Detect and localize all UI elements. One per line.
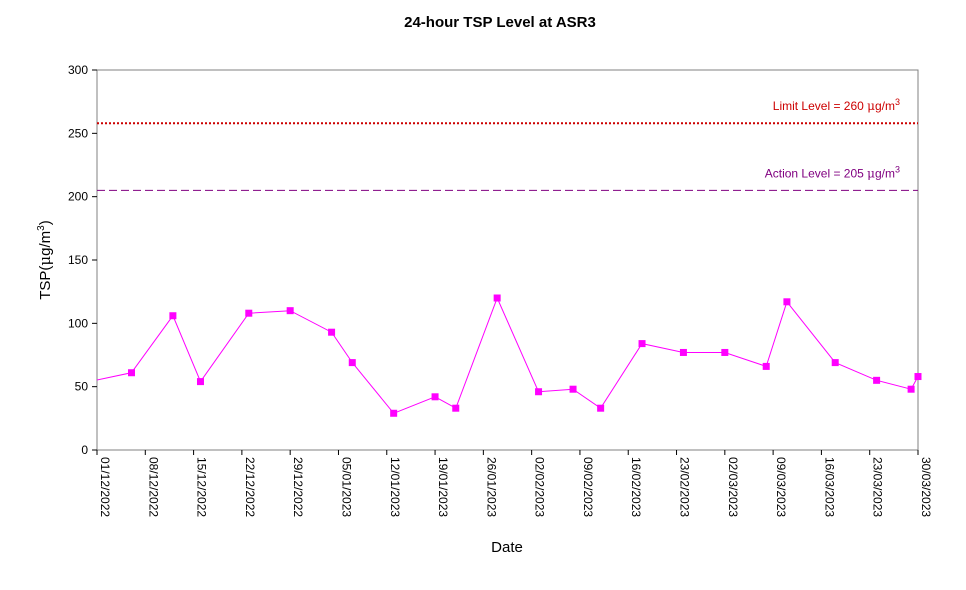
data-point	[348, 359, 356, 367]
y-tick-label: 100	[68, 316, 88, 330]
data-point	[196, 378, 204, 386]
data-point	[679, 348, 687, 356]
y-axis-label-close: )	[37, 220, 54, 225]
x-axis: 01/12/2022 08/12/2022 15/12/2022 22/12/2022…	[96, 450, 933, 517]
x-tick-label: 16/03/2023	[822, 457, 836, 517]
y-axis-label-mu: μ	[36, 256, 54, 266]
data-point	[873, 376, 881, 384]
x-tick-label: 19/01/2023	[436, 457, 450, 517]
action-level-label-sup: 3	[895, 164, 900, 174]
series-layer	[97, 294, 922, 417]
x-tick-label: 08/12/2022	[146, 457, 160, 517]
x-tick-label: 05/01/2023	[339, 457, 353, 517]
data-point	[907, 385, 915, 393]
action-level-label-unit: g/m	[875, 166, 895, 180]
y-tick-label: 250	[68, 126, 88, 140]
x-tick-label: 30/03/2023	[919, 457, 933, 517]
y-axis-label-sup: 3	[36, 225, 47, 231]
x-tick-label: 09/02/2023	[581, 457, 595, 517]
data-point	[286, 307, 294, 315]
y-axis-label-text: TSP(	[37, 266, 54, 300]
data-point	[569, 385, 577, 393]
data-point	[452, 404, 460, 412]
data-point	[783, 298, 791, 306]
y-axis-label-unit: g/m	[37, 231, 54, 256]
y-tick-label: 0	[81, 443, 88, 457]
y-tick-label: 50	[75, 380, 89, 394]
limit-level-label: Limit Level = 260 μg/m3	[773, 97, 900, 113]
x-tick-label: 15/12/2022	[195, 457, 209, 517]
data-point	[390, 409, 398, 417]
series-line	[97, 296, 919, 414]
data-point	[431, 393, 439, 401]
y-axis-label: TSP(μg/m3)	[36, 220, 54, 300]
y-axis: 0 50 100 150 200 250 300	[68, 63, 97, 457]
limit-level-label-sup: 3	[895, 97, 900, 107]
chart-title: 24-hour TSP Level at ASR3	[404, 14, 596, 31]
limit-level-label-mu: μ	[867, 99, 875, 113]
limit-level-label-unit: g/m	[875, 99, 895, 113]
data-point	[831, 359, 839, 367]
data-point	[597, 404, 605, 412]
plot-area	[96, 69, 919, 451]
x-axis-label: Date	[491, 539, 523, 556]
x-tick-label: 02/02/2023	[533, 457, 547, 517]
action-level-label-mu: μ	[867, 166, 875, 180]
data-point	[169, 312, 177, 320]
x-tick-label: 23/03/2023	[871, 457, 885, 517]
x-tick-label: 29/12/2022	[291, 457, 305, 517]
data-point	[721, 348, 729, 356]
x-tick-label: 02/03/2023	[726, 457, 740, 517]
x-tick-label: 12/01/2023	[388, 457, 402, 517]
x-tick-label: 09/03/2023	[774, 457, 788, 517]
data-point	[127, 369, 135, 377]
data-point	[535, 388, 543, 396]
series-group	[97, 294, 922, 417]
x-tick-label: 01/12/2022	[98, 457, 112, 517]
x-tick-label: 23/02/2023	[678, 457, 692, 517]
limit-level-label-text: Limit Level = 260	[773, 99, 867, 113]
data-point	[638, 340, 646, 348]
data-point	[328, 328, 336, 336]
action-level-label: Action Level = 205 μg/m3	[765, 164, 900, 180]
data-point	[493, 294, 501, 302]
x-tick-label: 16/02/2023	[629, 457, 643, 517]
y-tick-label: 300	[68, 63, 88, 77]
action-level-label-text: Action Level = 205	[765, 166, 867, 180]
data-point	[914, 373, 922, 381]
data-point	[762, 362, 770, 370]
y-tick-label: 200	[68, 190, 88, 204]
y-tick-label: 150	[68, 253, 88, 267]
x-tick-label: 22/12/2022	[243, 457, 257, 517]
data-point	[245, 309, 253, 317]
x-tick-label: 26/01/2023	[484, 457, 498, 517]
